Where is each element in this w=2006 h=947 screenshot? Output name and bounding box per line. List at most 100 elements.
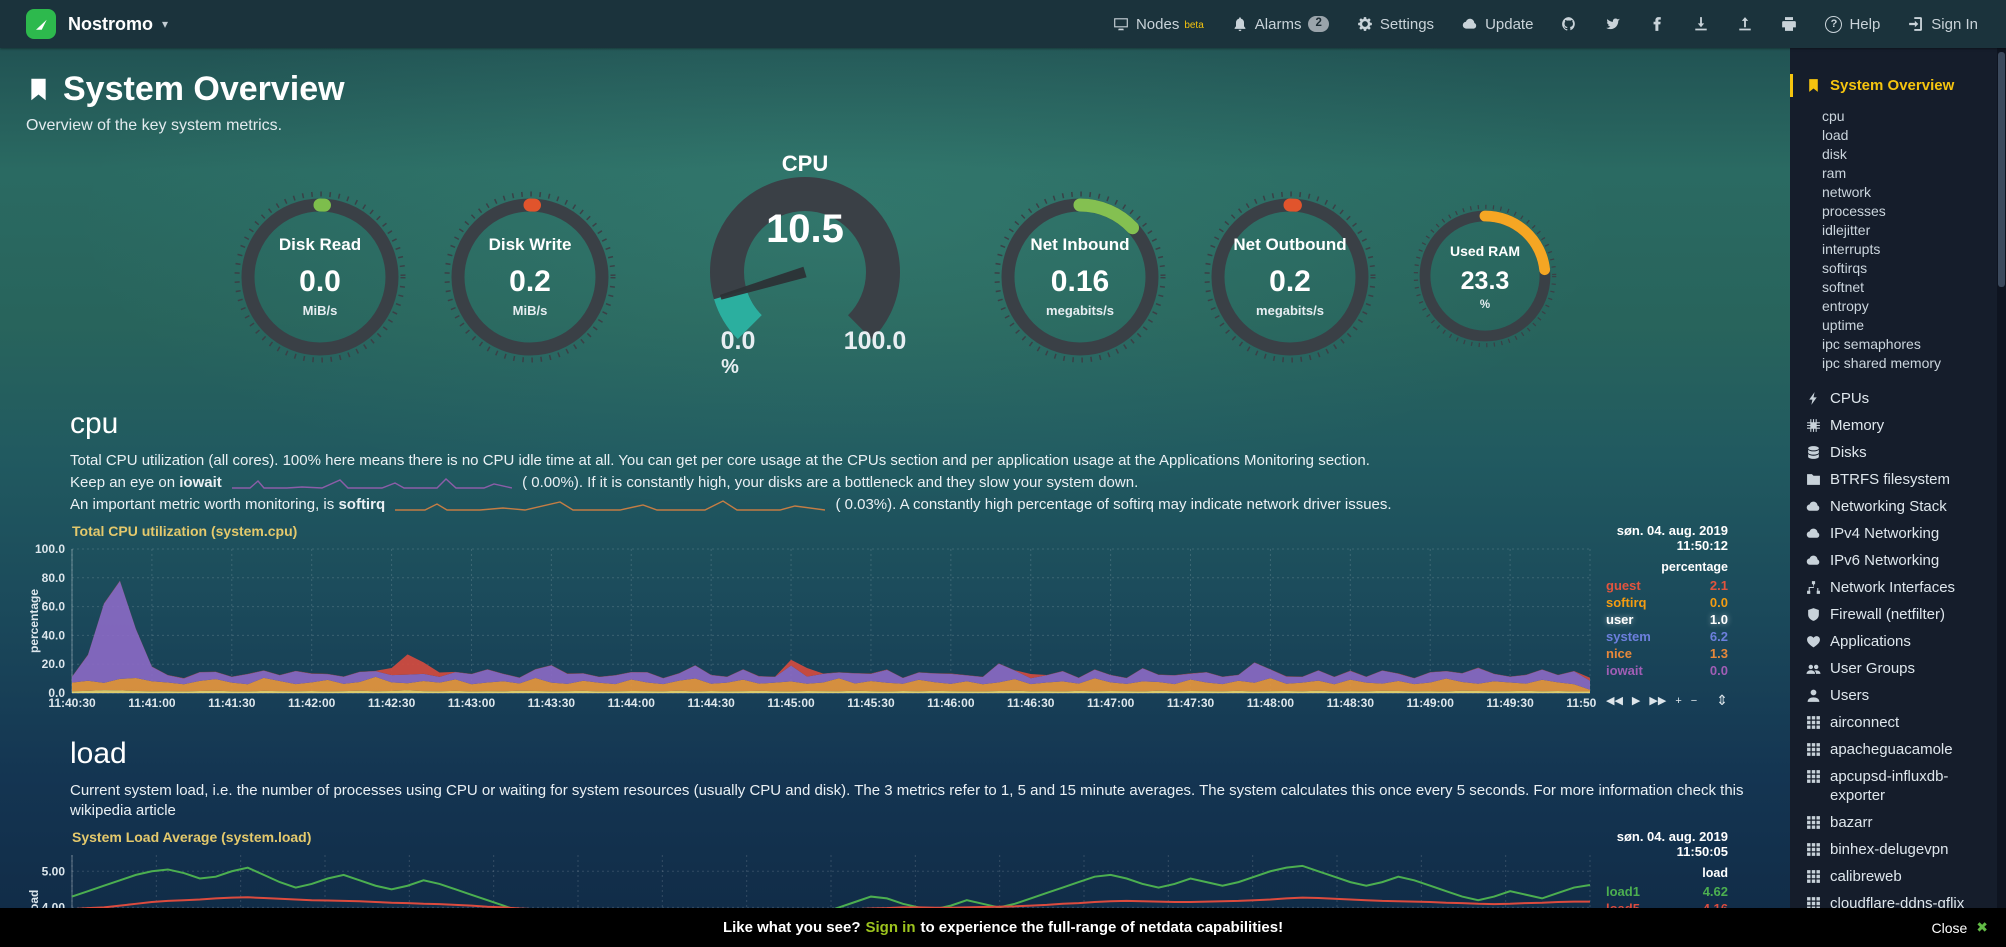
monitor-icon (1113, 16, 1129, 32)
sidebar-item[interactable]: cpu (1790, 107, 2006, 126)
play-button[interactable]: ▶ (1631, 695, 1641, 707)
svg-text:11:47:30: 11:47:30 (1167, 696, 1215, 710)
sidebar-item[interactable]: Users (1790, 682, 2006, 709)
legend-name[interactable]: guest (1606, 578, 1641, 593)
sidebar-item[interactable]: airconnect (1790, 709, 2006, 736)
scrollbar-thumb[interactable] (1998, 52, 2005, 287)
sidebar-item[interactable]: Applications (1790, 628, 2006, 655)
legend-name[interactable]: softirq (1606, 595, 1647, 610)
sidebar-item[interactable]: CPUs (1790, 385, 2006, 412)
update-button[interactable]: Update (1462, 16, 1533, 33)
pan-right-button[interactable]: ▶▶ (1649, 695, 1667, 707)
node-selector[interactable]: Nostromo ▾ (26, 9, 168, 39)
svg-text:percentage: percentage (27, 589, 41, 653)
sidebar-item[interactable]: IPv6 Networking (1790, 547, 2006, 574)
sidebar-item[interactable]: interrupts (1790, 240, 2006, 259)
gauges-left: Disk Read 0.0 MiB/s Disk Write 0.2 MiB/s (230, 151, 620, 367)
legend-item[interactable]: softirq 0.0 (1606, 594, 1728, 611)
help-button[interactable]: ? Help (1825, 15, 1880, 33)
legend-name[interactable]: nice (1606, 646, 1633, 661)
twitter-button[interactable] (1605, 16, 1621, 32)
svg-text:11:46:30: 11:46:30 (1007, 696, 1055, 710)
sidebar-item[interactable]: bazarr (1790, 809, 2006, 836)
sidebar-item-label: ipc semaphores (1822, 336, 1921, 352)
print-button[interactable] (1781, 16, 1797, 32)
gauge-chart[interactable]: Disk Write 0.2 MiB/s (440, 187, 620, 367)
legend-item[interactable]: load1 4.62 (1606, 883, 1728, 900)
chart-title: Total CPU utilization (system.cpu) (72, 523, 298, 539)
hostname[interactable]: Nostromo (68, 13, 153, 34)
banner-signin-link[interactable]: Sign in (865, 919, 916, 936)
sidebar-item[interactable]: Network Interfaces (1790, 574, 2006, 601)
settings-button[interactable]: Settings (1357, 16, 1434, 33)
cpu-chart-canvas[interactable]: 11:40:30 11:41:00 11:41:30 11:42:00 11:42:30… (26, 543, 1596, 713)
sidebar-item[interactable]: uptime (1790, 316, 2006, 335)
close-label[interactable]: Close (1931, 919, 1968, 936)
svg-text:11:43:00: 11:43:00 (448, 696, 496, 710)
sidebar-item[interactable]: Memory (1790, 412, 2006, 439)
import-snapshot-button[interactable] (1693, 16, 1709, 32)
sidebar-item[interactable]: Disks (1790, 439, 2006, 466)
sidebar-item[interactable]: apacheguacamole (1790, 736, 2006, 763)
legend-item[interactable]: user 1.0 (1606, 611, 1728, 628)
legend-name[interactable]: system (1606, 629, 1651, 644)
gauge-chart[interactable]: Net Outbound 0.2 megabits/s (1200, 187, 1380, 367)
sidebar-item[interactable]: System Overview (1790, 72, 2006, 99)
sidebar-scrollbar[interactable] (1997, 48, 2006, 947)
cpu-description-2: Keep an eye on iowait ( 0.00%). If it is… (70, 474, 1139, 491)
nodes-button[interactable]: Nodes beta (1113, 16, 1204, 33)
sidebar-item[interactable]: IPv4 Networking (1790, 520, 2006, 547)
gauge-dial (444, 191, 616, 363)
sidebar-item[interactable]: calibreweb (1790, 863, 2006, 890)
sidebar-item[interactable]: ipc shared memory (1790, 354, 2006, 373)
sidebar-item[interactable]: ram (1790, 164, 2006, 183)
sidebar-item[interactable]: processes (1790, 202, 2006, 221)
gauge-chart[interactable]: Used RAM 23.3 % (1410, 201, 1560, 351)
sidebar-item[interactable]: User Groups (1790, 655, 2006, 682)
legend-item[interactable]: nice 1.3 (1606, 645, 1728, 662)
sidebar-item[interactable]: network (1790, 183, 2006, 202)
zoom-in-button[interactable]: + (1675, 694, 1682, 707)
sidebar-item[interactable]: cloudflare-ddns-gflix (1790, 890, 2006, 917)
sidebar-item[interactable]: softirqs (1790, 259, 2006, 278)
legend-name[interactable]: iowait (1606, 663, 1643, 678)
close-icon[interactable]: ✖ (1976, 919, 1988, 935)
sidebar-item[interactable]: idlejitter (1790, 221, 2006, 240)
cpu-gauge-chart[interactable]: CPU 10.5 0.0 100.0 % (650, 151, 960, 381)
cpu-gauge-min: 0.0 (720, 327, 756, 355)
zoom-out-button[interactable]: − (1690, 694, 1698, 707)
legend-item[interactable]: iowait 0.0 (1606, 662, 1728, 679)
wikipedia-link[interactable]: this wikipedia article (70, 782, 1744, 819)
legend-name[interactable]: load1 (1606, 884, 1640, 899)
legend-name[interactable]: user (1606, 612, 1634, 627)
sidebar-item[interactable]: Firewall (netfilter) (1790, 601, 2006, 628)
sidebar-item[interactable]: entropy (1790, 297, 2006, 316)
cpu-section: cpu Total CPU utilization (all cores). 1… (26, 407, 1764, 713)
legend-value: 1.0 (1709, 612, 1728, 627)
resize-handle[interactable]: ⇕ (1716, 692, 1728, 708)
sidebar-item-icon (1806, 742, 1821, 757)
sidebar-item[interactable]: BTRFS filesystem (1790, 466, 2006, 493)
sidebar-item[interactable]: load (1790, 126, 2006, 145)
gauge-chart[interactable]: Net Inbound 0.16 megabits/s (990, 187, 1170, 367)
gear-icon (1357, 16, 1373, 32)
sidebar-item[interactable]: softnet (1790, 278, 2006, 297)
sidebar-item[interactable]: Networking Stack (1790, 493, 2006, 520)
cpu-gauge-dial (710, 177, 900, 347)
gauges-right: Net Inbound 0.16 megabits/s Net Outbound… (990, 151, 1560, 367)
github-button[interactable] (1561, 16, 1577, 32)
signin-button[interactable]: Sign In (1908, 16, 1978, 33)
gauge-units: % (1479, 299, 1491, 311)
export-snapshot-button[interactable] (1737, 16, 1753, 32)
pan-left-button[interactable]: ◀◀ (1606, 695, 1623, 707)
sidebar-item[interactable]: disk (1790, 145, 2006, 164)
sidebar-item[interactable]: apcupsd-influxdb-exporter (1790, 763, 2006, 809)
sidebar-item[interactable]: ipc semaphores (1790, 335, 2006, 354)
gauge-chart[interactable]: Disk Read 0.0 MiB/s (230, 187, 410, 367)
legend-item[interactable]: system 6.2 (1606, 628, 1728, 645)
sidebar-item[interactable]: binhex-delugevpn (1790, 836, 2006, 863)
facebook-button[interactable] (1649, 16, 1665, 32)
legend-item[interactable]: guest 2.1 (1606, 577, 1728, 594)
alarms-button[interactable]: Alarms 2 (1232, 16, 1329, 33)
cpu-gauge-value: 10.5 (766, 207, 844, 251)
